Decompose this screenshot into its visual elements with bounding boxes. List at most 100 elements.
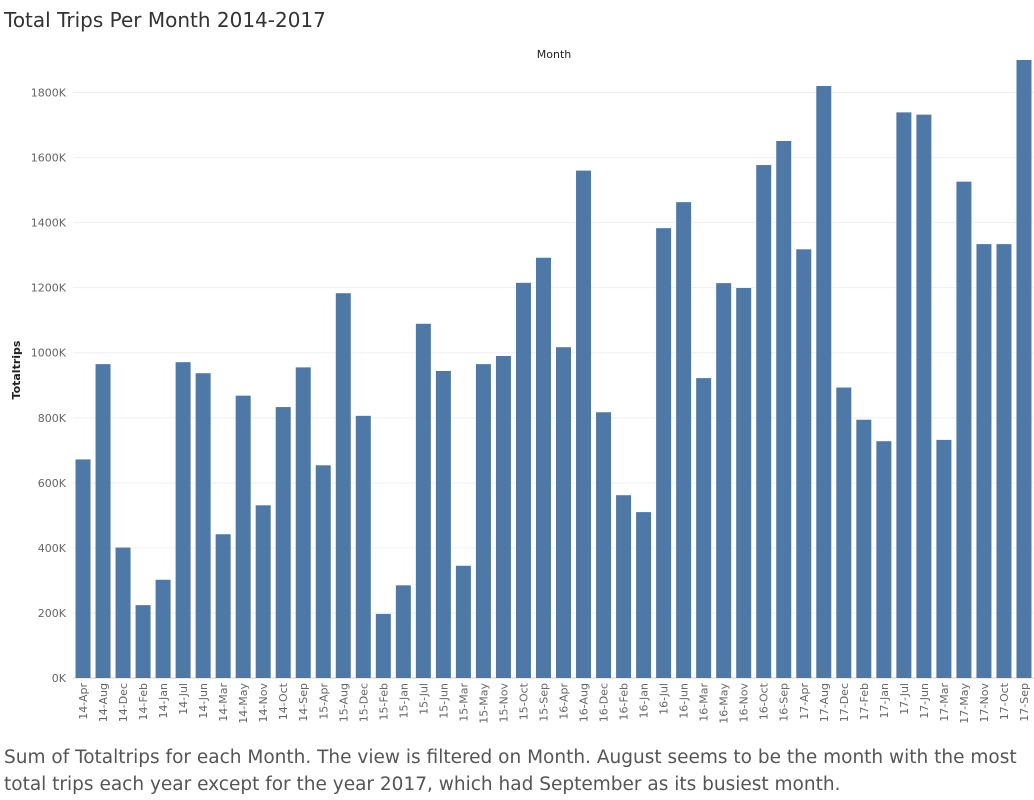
bar-17-Jul[interactable] [896, 112, 912, 678]
y-tick-label: 1800K [31, 87, 67, 100]
x-tick-label: 17-Apr [798, 683, 811, 720]
bar-15-Aug[interactable] [335, 293, 351, 678]
x-tick-label: 15-May [477, 683, 490, 724]
gridlines [73, 92, 1034, 679]
bar-14-Jun[interactable] [195, 373, 211, 678]
x-axis-title: Month [537, 48, 572, 61]
x-tick-label: 15-Nov [497, 683, 510, 723]
bar-14-Jul[interactable] [175, 362, 191, 678]
bar-17-Dec[interactable] [836, 387, 852, 678]
bar-14-Dec[interactable] [115, 547, 131, 678]
chart-title: Total Trips Per Month 2014-2017 [4, 8, 326, 32]
y-tick-label: 200K [38, 607, 67, 620]
bar-14-Jan[interactable] [155, 579, 171, 678]
x-tick-label: 17-Sep [1018, 683, 1031, 722]
bar-17-Feb[interactable] [856, 419, 872, 678]
x-tick-label: 17-Oct [998, 682, 1011, 720]
bar-17-Nov[interactable] [976, 244, 992, 679]
bar-15-Apr[interactable] [315, 465, 331, 678]
bar-17-Jun[interactable] [916, 114, 932, 678]
x-tick-label: 17-Jan [878, 683, 891, 719]
x-tick-label: 14-Dec [117, 683, 130, 722]
x-tick-label: 17-Dec [838, 683, 851, 722]
bar-14-Mar[interactable] [215, 534, 231, 678]
bar-17-Sep[interactable] [1016, 60, 1032, 678]
y-tick-label: 1000K [31, 347, 67, 360]
bar-14-Feb[interactable] [135, 605, 151, 678]
bar-15-Mar[interactable] [455, 565, 471, 678]
bar-15-Oct[interactable] [515, 282, 531, 678]
bar-16-Aug[interactable] [576, 170, 592, 678]
bar-17-Aug[interactable] [816, 86, 832, 678]
bar-15-Jun[interactable] [435, 370, 451, 678]
bar-14-Nov[interactable] [255, 505, 271, 678]
bar-14-Aug[interactable] [95, 364, 111, 678]
bar-16-Dec[interactable] [596, 412, 612, 678]
x-tick-label: 17-Aug [818, 683, 831, 722]
bar-15-Dec[interactable] [355, 415, 371, 678]
bar-15-May[interactable] [475, 364, 491, 678]
x-tick-label: 17-Mar [938, 683, 951, 722]
bar-15-Jul[interactable] [415, 323, 431, 678]
bar-17-May[interactable] [956, 181, 972, 678]
x-tick-label: 14-Apr [77, 683, 90, 720]
x-tick-label: 16-Aug [578, 683, 591, 722]
x-tick-label: 14-Jun [197, 683, 210, 719]
x-axis: 14-Apr 14-Aug 14-Dec 14-Feb 14-Jan 14-Jul 14-J… [77, 682, 1031, 723]
x-tick-label: 14-Feb [137, 683, 150, 720]
bar-15-Nov[interactable] [495, 355, 511, 678]
x-tick-label: 14-Mar [217, 683, 230, 722]
x-tick-label: 16-Jun [678, 683, 691, 719]
y-tick-label: 0K [52, 672, 67, 685]
bar-16-Apr[interactable] [556, 347, 572, 678]
bar-14-Sep[interactable] [295, 367, 311, 678]
x-tick-label: 15-Dec [357, 683, 370, 722]
x-tick-label: 16-Dec [598, 683, 611, 722]
y-axis: 0K 200K 400K 600K 800K 1000K 1200K 1400K 1600K 18… [31, 87, 67, 685]
bar-16-Jun[interactable] [676, 202, 692, 678]
chart-caption: Sum of Totaltrips for each Month. The vi… [4, 747, 1017, 795]
bars [75, 60, 1032, 679]
x-tick-label: 15-Mar [457, 683, 470, 722]
bar-17-Apr[interactable] [796, 249, 812, 678]
bar-15-Sep[interactable] [535, 257, 551, 678]
bar-16-May[interactable] [716, 283, 732, 678]
x-tick-label: 16-May [718, 683, 731, 724]
x-tick-label: 17-Jun [918, 683, 931, 719]
x-tick-label: 15-Jul [417, 683, 430, 715]
bar-16-Jul[interactable] [656, 228, 672, 678]
x-tick-label: 16-Oct [758, 682, 771, 720]
bar-chart: 0K 200K 400K 600K 800K 1000K 1200K 1400K 1600K 18… [10, 48, 1034, 724]
bar-15-Jan[interactable] [395, 585, 411, 678]
bar-16-Sep[interactable] [776, 140, 792, 678]
x-tick-label: 16-Jan [638, 683, 651, 719]
x-tick-label: 16-Jul [658, 683, 671, 715]
bar-14-May[interactable] [235, 395, 251, 678]
x-tick-label: 15-Apr [317, 683, 330, 720]
x-tick-label: 15-Oct [517, 682, 530, 720]
y-tick-label: 600K [38, 477, 67, 490]
y-tick-label: 1600K [31, 152, 67, 165]
bar-17-Jan[interactable] [876, 441, 892, 678]
bar-15-Feb[interactable] [375, 613, 391, 678]
x-tick-label: 16-Nov [738, 683, 751, 723]
x-tick-label: 15-Jun [437, 683, 450, 719]
bar-14-Apr[interactable] [75, 459, 91, 678]
y-tick-label: 400K [38, 542, 67, 555]
x-tick-label: 15-Sep [537, 683, 550, 722]
bar-16-Oct[interactable] [756, 165, 772, 678]
bar-16-Feb[interactable] [616, 495, 632, 678]
bar-16-Nov[interactable] [736, 288, 752, 678]
x-tick-label: 17-Nov [978, 683, 991, 723]
bar-16-Mar[interactable] [696, 378, 712, 678]
x-tick-label: 15-Aug [337, 683, 350, 722]
y-tick-label: 1200K [31, 282, 67, 295]
bar-16-Jan[interactable] [636, 512, 652, 678]
bar-17-Mar[interactable] [936, 439, 952, 678]
x-tick-label: 15-Feb [377, 683, 390, 720]
x-tick-label: 16-Apr [558, 683, 571, 720]
x-tick-label: 14-Nov [257, 683, 270, 723]
bar-17-Oct[interactable] [996, 244, 1012, 679]
bar-14-Oct[interactable] [275, 407, 291, 678]
x-tick-label: 14-May [237, 683, 250, 724]
